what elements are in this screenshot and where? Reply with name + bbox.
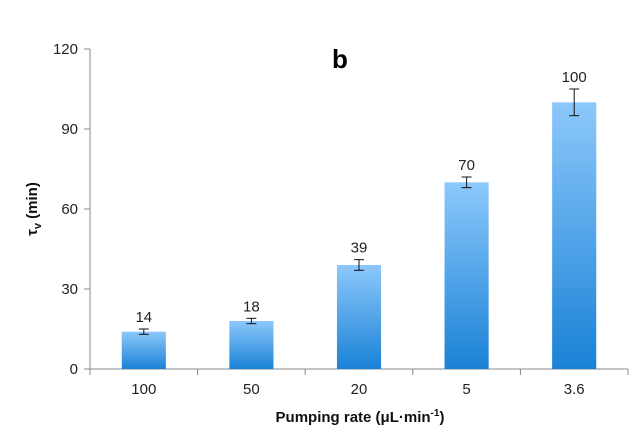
- y-tick-label: 0: [70, 361, 78, 378]
- bar: [229, 321, 274, 369]
- error-bar: [246, 317, 257, 325]
- y-axis: 0 30 60 90 120: [53, 41, 91, 378]
- bars-group: 14 18 39 70 100: [121, 69, 597, 369]
- x-tick-label: 3.6: [564, 381, 585, 398]
- error-bar: [461, 176, 472, 189]
- data-label: 39: [351, 240, 368, 257]
- y-tick-label: 60: [61, 201, 78, 218]
- error-bar: [569, 88, 580, 117]
- bar: [444, 182, 489, 369]
- data-label: 70: [458, 157, 475, 174]
- y-tick-label: 90: [61, 121, 78, 138]
- y-tick-label: 30: [61, 281, 78, 298]
- x-tick-label: 50: [243, 381, 260, 398]
- error-bar: [138, 328, 149, 335]
- y-axis-title: τv (min): [24, 182, 44, 236]
- y-tick-label: 120: [53, 41, 78, 58]
- x-tick-label: 100: [131, 381, 156, 398]
- bar: [121, 331, 166, 369]
- x-tick-label: 5: [462, 381, 470, 398]
- panel-label: b: [332, 44, 348, 74]
- error-bar: [354, 259, 364, 271]
- x-tick-label: 20: [351, 381, 368, 398]
- bar: [336, 265, 382, 369]
- x-axis-title: Pumping rate (μL·min-1): [276, 408, 445, 426]
- x-axis: 100 50 20 5 3.6: [89, 368, 629, 398]
- data-label: 18: [243, 298, 260, 315]
- data-label: 100: [562, 69, 587, 86]
- bar: [552, 102, 597, 369]
- data-label: 14: [135, 309, 152, 326]
